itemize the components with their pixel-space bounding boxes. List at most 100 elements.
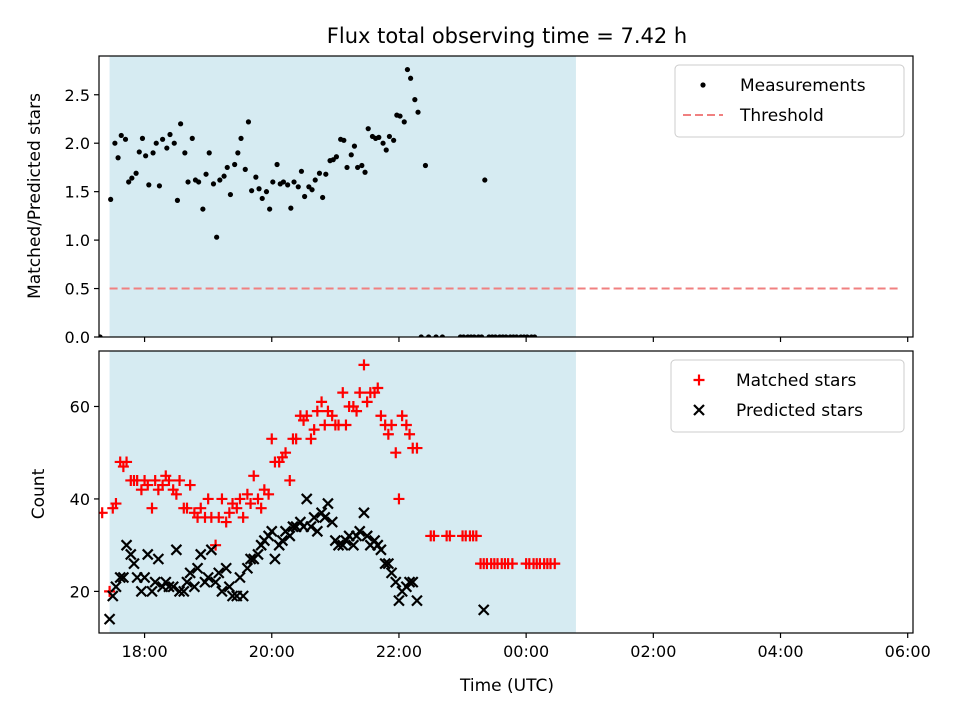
measurement-point xyxy=(333,154,340,160)
measurement-point xyxy=(118,132,124,139)
measurement-point xyxy=(143,153,149,159)
legend-label: Threshold xyxy=(739,106,824,126)
matched-star-point xyxy=(266,433,278,445)
x-axis-label: Time (UTC) xyxy=(459,676,554,696)
predicted-star-point xyxy=(284,530,296,542)
matched-star-point xyxy=(142,479,154,491)
measurement-point xyxy=(302,193,308,200)
measurement-point xyxy=(312,177,318,183)
chart-title: Flux total observing time = 7.42 h xyxy=(327,24,687,48)
measurement-point xyxy=(146,182,152,188)
measurement-point xyxy=(323,171,329,177)
measurement-point xyxy=(108,196,114,203)
matched-star-point xyxy=(135,484,147,496)
measurement-point xyxy=(133,170,139,176)
data-marks xyxy=(99,66,902,337)
matched-star-point xyxy=(146,502,158,514)
predicted-star-point xyxy=(141,548,154,561)
predicted-star-point xyxy=(226,590,239,602)
matched-star-point xyxy=(305,433,317,445)
measurement-point xyxy=(415,109,421,115)
measurement-point xyxy=(217,177,223,183)
matched-star-point xyxy=(400,419,412,431)
matched-star-point xyxy=(213,511,225,523)
predicted-star-point xyxy=(181,576,193,588)
matched-star-point xyxy=(311,405,323,417)
x-tick-label: 22:00 xyxy=(376,642,422,661)
y-axis-label-count: Count xyxy=(29,468,49,519)
measurement-point xyxy=(439,334,446,337)
matched-star-point xyxy=(284,474,296,486)
predicted-star-point xyxy=(103,613,116,625)
matched-star-point xyxy=(231,502,243,514)
x-tick-label: 20:00 xyxy=(249,642,295,661)
measurement-point xyxy=(408,75,414,81)
predicted-star-point xyxy=(332,539,345,551)
legend-label: Measurements xyxy=(740,76,866,96)
matched-star-point xyxy=(149,474,161,486)
x-tick-label: 06:00 xyxy=(885,642,931,661)
y-axis-label-ratio: Matched/Predicted stars xyxy=(25,93,45,299)
predicted-star-point xyxy=(209,576,222,588)
measurement-point xyxy=(185,179,191,185)
measurement-point xyxy=(348,152,354,158)
matched-star-point xyxy=(375,410,387,422)
measurement-point xyxy=(492,334,499,337)
predicted-star-point xyxy=(149,576,161,588)
y-tick-label: 60 xyxy=(70,397,90,416)
matched-star-point xyxy=(280,447,292,459)
predicted-star-point xyxy=(308,511,320,524)
predicted-star-point xyxy=(146,585,158,598)
measurement-point xyxy=(401,119,407,125)
matched-star-point xyxy=(411,442,423,454)
measurement-point xyxy=(232,161,238,168)
predicted-star-point xyxy=(163,580,175,593)
predicted-star-point xyxy=(107,590,119,602)
predicted-star-point xyxy=(188,580,201,593)
matched-star-point xyxy=(404,428,416,440)
predicted-star-point xyxy=(265,525,278,538)
measurement-point xyxy=(344,164,350,171)
x-tick-label: 00:00 xyxy=(503,642,549,661)
predicted-star-point xyxy=(276,534,289,547)
matched-star-point xyxy=(157,479,169,491)
matched-star-point xyxy=(184,479,196,491)
matched-star-point xyxy=(245,498,257,510)
measurement-point xyxy=(274,161,280,168)
predicted-star-point xyxy=(194,548,207,561)
predicted-star-point xyxy=(205,544,218,556)
predicted-star-point xyxy=(361,530,373,542)
predicted-star-point xyxy=(202,571,214,584)
legend: Matched stars Predicted stars xyxy=(670,359,905,433)
predicted-star-point xyxy=(252,548,264,561)
measurement-point xyxy=(532,334,538,337)
predicted-star-point xyxy=(184,567,196,579)
matched-star-point xyxy=(340,419,352,431)
matched-star-point xyxy=(393,493,405,505)
measurement-point xyxy=(355,164,361,171)
legend-marker xyxy=(693,374,705,386)
predicted-star-point xyxy=(178,585,190,598)
data-marks xyxy=(99,359,561,625)
legend-box xyxy=(670,359,905,433)
predicted-star-point xyxy=(237,590,249,602)
measurement-point xyxy=(242,166,248,172)
predicted-star-point xyxy=(379,557,391,570)
measurement-point xyxy=(159,136,166,142)
predicted-star-point xyxy=(477,604,490,616)
x-tick-label: 02:00 xyxy=(630,642,676,661)
measurement-point xyxy=(227,191,234,198)
predicted-star-point xyxy=(318,511,331,524)
x-tick-label: 04:00 xyxy=(757,642,803,661)
predicted-star-point xyxy=(212,567,225,579)
measurement-point xyxy=(386,133,393,140)
matched-star-point xyxy=(223,507,235,519)
predicted-star-point xyxy=(216,585,228,598)
measurement-point xyxy=(365,126,371,132)
predicted-star-point xyxy=(120,539,133,551)
predicted-star-point xyxy=(389,576,402,588)
y-tick-label: 2.5 xyxy=(65,86,90,105)
x-tick-label: 18:00 xyxy=(122,642,168,661)
measurement-point xyxy=(167,131,173,138)
